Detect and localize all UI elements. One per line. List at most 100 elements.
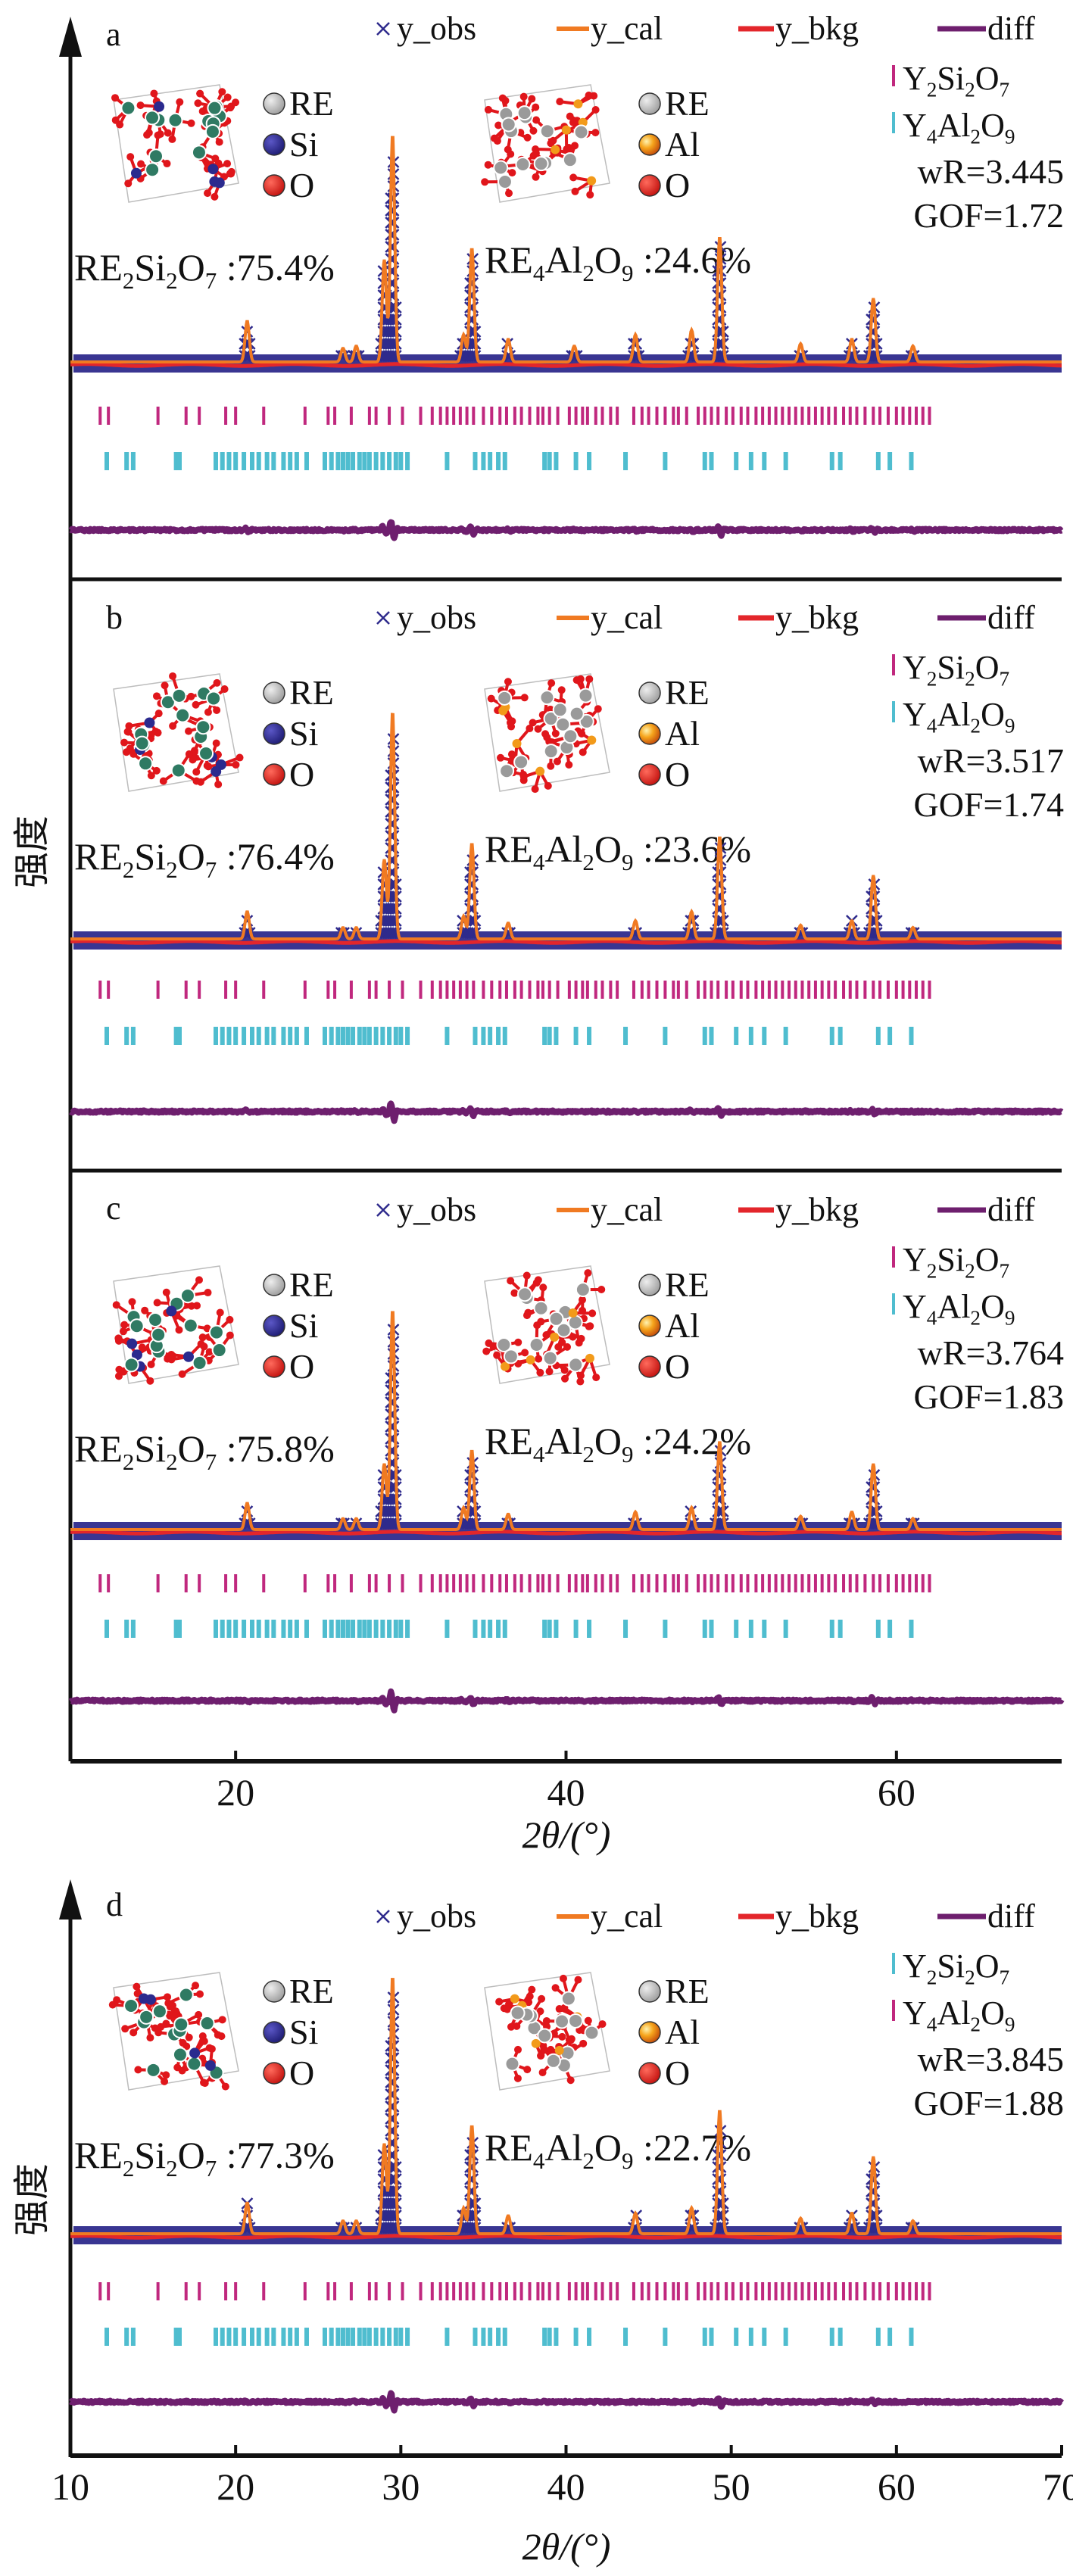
phase-tick-row1 [725, 2282, 728, 2300]
phase-tick-row1 [725, 407, 728, 425]
rare-earth-atom [170, 763, 186, 778]
oxygen-atom [532, 116, 541, 124]
oxygen-atom [565, 761, 573, 769]
oxygen-atom [495, 1997, 504, 2006]
oxygen-atom [143, 131, 151, 139]
x-tick-label-20: 20 [217, 1771, 254, 1813]
phase-tick-row2 [398, 1027, 404, 1045]
phase-tick-row2 [362, 452, 367, 470]
phase-tick-row2 [345, 1620, 351, 1638]
oxygen-atom [584, 2016, 592, 2025]
phase-tick-row2 [444, 452, 450, 470]
rare-earth-atom [151, 2004, 167, 2019]
oxygen-atom [550, 2029, 558, 2038]
phase-tick-row2 [213, 2328, 218, 2346]
oxygen-atom [146, 2034, 154, 2042]
phase-tick-row1 [458, 1574, 462, 1592]
phase-tick-row1 [98, 407, 102, 425]
oxygen-atom [218, 88, 226, 96]
legend-b: y_obs y_cal y_bkg diff Y2Si2O7 Y4Al2O9wR=3.51… [376, 599, 1064, 824]
phase-tick-row2 [829, 1027, 834, 1045]
oxygen-atom [508, 169, 516, 177]
phase-tick-row1 [842, 407, 846, 425]
phase-tick-row1 [513, 407, 516, 425]
oxygen-atom [212, 739, 220, 747]
oxygen-atom [519, 92, 528, 101]
phase-tick-row2 [322, 1027, 327, 1045]
y-cal-curve [70, 1978, 1062, 2235]
oxygen-atom [584, 1269, 592, 1277]
oxygen-atom [214, 2031, 222, 2039]
oxygen-atom [124, 179, 133, 188]
phase-tick-row2 [481, 452, 486, 470]
oxygen-atom [503, 2005, 511, 2013]
oxygen-atom [187, 692, 195, 700]
y-obs-point [385, 927, 398, 939]
phase-tick-row1 [761, 2282, 765, 2300]
phase-tick-row1 [878, 1574, 882, 1592]
phase2-legend-label: Y4Al2O9 [903, 1994, 1015, 2036]
phase-tick-row1 [827, 407, 831, 425]
phase-tick-row1 [326, 2282, 330, 2300]
phase-tick-row2 [226, 452, 232, 470]
re-legend-ball-icon [263, 92, 285, 115]
phase-tick-row1 [333, 2282, 337, 2300]
phase-tick-row2 [663, 1027, 668, 1045]
oxygen-atom [574, 1976, 582, 1984]
phase-tick-row2 [288, 1620, 293, 1638]
phase-tick-row1 [585, 981, 589, 999]
oxygen-atom [559, 1974, 567, 1982]
phase-tick-row1 [915, 1574, 919, 1592]
phase-tick-row1 [676, 981, 680, 999]
gof-value: GOF=1.83 [914, 1377, 1064, 1416]
phase-tick-row1 [388, 981, 391, 999]
rare-earth-atom [178, 1987, 194, 2003]
al-legend-ball-icon [638, 1315, 661, 1337]
aluminum-atom [573, 99, 583, 109]
phase-tick-row1 [326, 407, 330, 425]
rare-earth-atom [123, 1997, 139, 2013]
phase-tick-row1 [746, 407, 750, 425]
phase-tick-row1 [184, 407, 188, 425]
phase-tick-row1 [647, 1574, 650, 1592]
phase-tick-row2 [173, 1027, 179, 1045]
diff-curve [68, 2390, 1065, 2414]
oxygen-atom [192, 768, 201, 776]
oxygen-atom [189, 756, 197, 764]
oxygen-atom [129, 2029, 138, 2037]
phase-tick-row1 [609, 1574, 613, 1592]
oxygen-atom [529, 719, 537, 727]
phase-tick-row2 [393, 1620, 398, 1638]
oxygen-atom [526, 725, 534, 733]
panel-a: a y_obs y_cal y_bkg diff Y2Si2O7 Y4Al2O9 wR=3.4… [68, 10, 1064, 541]
phase-tick-row1 [676, 407, 680, 425]
phase-tick-row1 [767, 407, 771, 425]
re-legend-ball-icon [638, 681, 661, 704]
phase-tick-row2 [502, 1027, 507, 1045]
phase-tick-row1 [184, 1574, 188, 1592]
oxygen-atom [560, 2004, 569, 2012]
phase-tick-row1 [234, 407, 238, 425]
phase-tick-row1 [761, 981, 765, 999]
phase-tick-row1 [703, 1574, 706, 1592]
re-legend-label: RE [289, 84, 334, 123]
phase-tick-row1 [262, 1574, 266, 1592]
oxygen-atom [235, 753, 244, 762]
phase-tick-row2 [405, 452, 410, 470]
phase-tick-row1 [886, 1574, 890, 1592]
phase-tick-row2 [398, 1620, 404, 1638]
oxygen-atom [514, 1338, 522, 1346]
phase-tick-row2 [829, 452, 834, 470]
phase-tick-row2 [496, 2328, 501, 2346]
rare-earth-atom [173, 2016, 189, 2032]
phase-tick-row2 [405, 1027, 410, 1045]
phase-tick-row2 [473, 2328, 478, 2346]
phase-tick-row2 [256, 452, 261, 470]
oxygen-atom [506, 719, 514, 727]
phase-tick-row1 [498, 407, 502, 425]
oxygen-atom [226, 1315, 234, 1324]
phase-tick-row1 [894, 981, 898, 999]
oxygen-atom [563, 145, 571, 154]
oxygen-atom [220, 685, 229, 694]
phase-tick-row2 [357, 452, 362, 470]
